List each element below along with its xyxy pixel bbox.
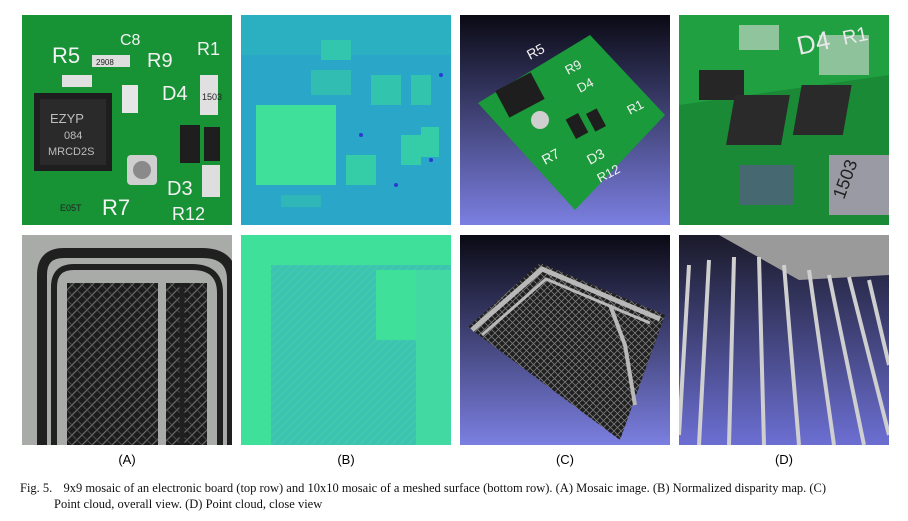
mesh-disparity-image [241, 235, 451, 445]
column-label-a: (A) [118, 452, 136, 467]
column-label-d: (D) [774, 452, 794, 467]
column-label-b: (B) [337, 452, 355, 467]
chip-label-1: EZYP [50, 111, 84, 126]
pc-silkscreen-d3: D3 [584, 145, 608, 168]
mesh-pointcloud-overall-image [460, 235, 670, 445]
tile-pcb-pointcloud-overall: R5 R9 D4 D3 R12 R7 R1 [460, 15, 670, 225]
figure-caption: Fig. 5. 9x9 mosaic of an electronic boar… [20, 480, 895, 512]
chip-label-2: 084 [64, 130, 82, 142]
tile-mesh-mosaic [22, 235, 232, 445]
close-silkscreen-d4: D4 [794, 25, 833, 61]
silkscreen-r12: R12 [172, 204, 205, 224]
chip-height-region [256, 105, 336, 185]
caption-line-1: 9x9 mosaic of an electronic board (top r… [63, 481, 827, 495]
tile-pcb-pointcloud-close: D4 R1 1503 [679, 15, 889, 225]
mesh-ridges [679, 256, 889, 445]
silkscreen-r7: R7 [102, 195, 130, 220]
pcb-pointcloud-overall-image: R5 R9 D4 D3 R12 R7 R1 [460, 15, 670, 225]
pc-silkscreen-r5: R5 [524, 40, 548, 63]
pcb-disparity-image [241, 15, 451, 225]
silkscreen-d4: D4 [162, 83, 188, 105]
mesh-area [67, 283, 207, 445]
silkscreen-c8: C8 [120, 32, 141, 49]
tile-mesh-pointcloud-close [679, 235, 889, 445]
silkscreen-d3: D3 [167, 178, 193, 200]
pcb-mosaic-image: R5 R9 D4 R1 D3 R12 R7 C8 2908 EZYP 084 M… [22, 15, 232, 225]
tile-pcb-mosaic: R5 R9 D4 R1 D3 R12 R7 C8 2908 EZYP 084 M… [22, 15, 232, 225]
tile-mesh-disparity [241, 235, 451, 445]
silkscreen-r5: R5 [52, 43, 80, 68]
pc-silkscreen-r7: R7 [539, 145, 563, 168]
tile-mesh-pointcloud-overall [460, 235, 670, 445]
pc-silkscreen-d4: D4 [574, 75, 596, 96]
mesh-pointcloud-close-image [679, 235, 889, 445]
silkscreen-r1: R1 [197, 39, 220, 59]
silkscreen-1503: 1503 [202, 92, 222, 102]
figure-grid: R5 R9 D4 R1 D3 R12 R7 C8 2908 EZYP 084 M… [22, 15, 889, 467]
silkscreen-2908: 2908 [96, 58, 114, 67]
caption-line-2: Point cloud, overall view. (D) Point clo… [54, 497, 323, 511]
silkscreen-e05t: E05T [60, 203, 82, 213]
mesh-mosaic-image [22, 235, 232, 445]
figure-number: Fig. 5. [20, 481, 53, 495]
pcb-pointcloud-close-image: D4 R1 1503 [679, 15, 889, 225]
chip-label-3: MRCD2S [48, 146, 94, 158]
close-silkscreen-r1: R1 [840, 23, 870, 50]
silkscreen-r9: R9 [147, 50, 173, 72]
column-label-c: (C) [555, 452, 575, 467]
pc-silkscreen-r1: R1 [624, 97, 646, 118]
pc-silkscreen-r9: R9 [562, 57, 584, 78]
tile-pcb-disparity [241, 15, 451, 225]
